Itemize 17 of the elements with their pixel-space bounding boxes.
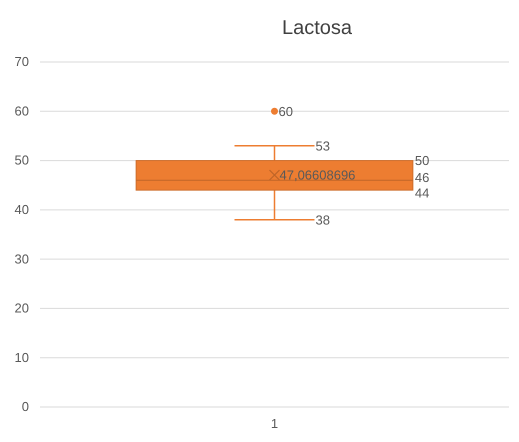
y-tick-label: 0	[22, 399, 29, 414]
y-tick-label: 60	[14, 103, 29, 118]
chart-title: Lactosa	[282, 17, 353, 39]
x-tick-label: 1	[270, 416, 278, 432]
y-tick-label: 50	[14, 152, 29, 168]
annotation: 60	[278, 104, 293, 119]
y-tick-label: 10	[14, 350, 29, 365]
y-tick-label: 40	[14, 202, 29, 218]
annotation: 46	[414, 170, 430, 185]
annotation: 38	[316, 212, 330, 228]
annotation: 53	[316, 138, 330, 154]
annotation: 44	[414, 186, 430, 201]
y-tick-label: 70	[14, 54, 29, 70]
y-tick-label: 30	[14, 251, 29, 266]
annotation: 50	[414, 153, 430, 168]
annotation: 47,06608696	[280, 168, 356, 183]
y-tick-label: 20	[14, 300, 29, 316]
